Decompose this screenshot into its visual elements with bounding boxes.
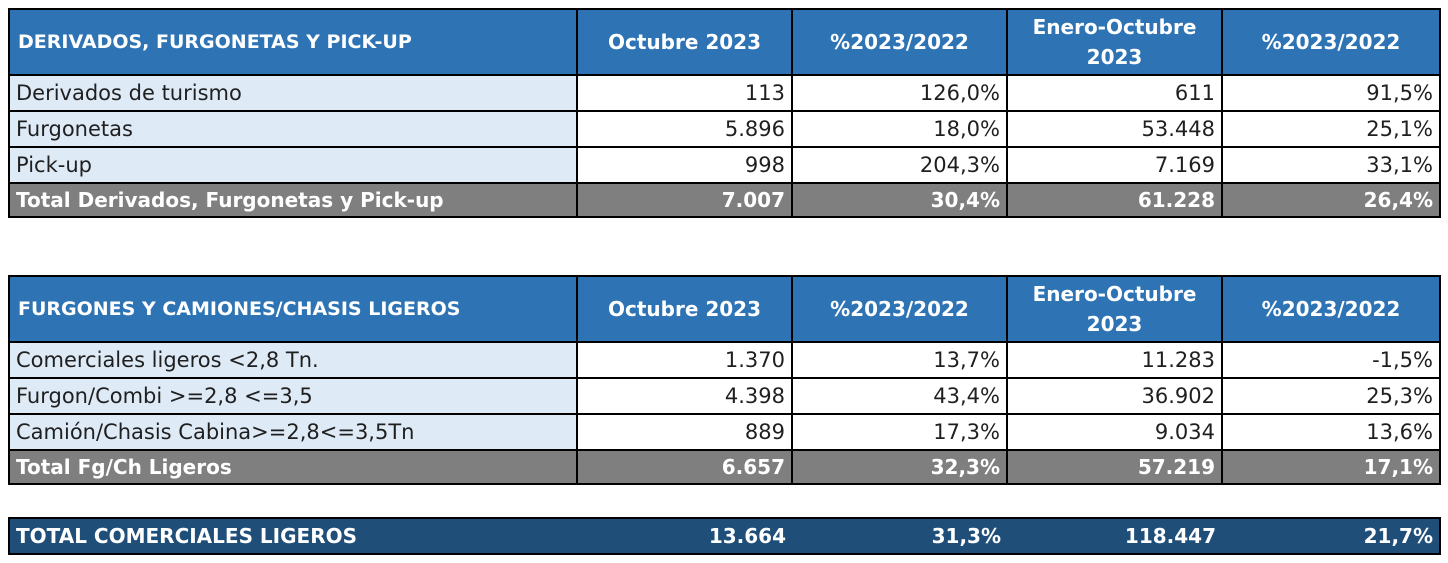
row-pct-october: 18,0% (791, 110, 1008, 148)
row-ytd: 53.448 (1006, 110, 1223, 148)
grand-total-row: TOTAL COMERCIALES LIGEROS 13.664 31,3% 1… (9, 518, 1440, 554)
header-october: Octubre 2023 (576, 275, 793, 343)
grand-total-ytd: 118.447 (1007, 518, 1222, 554)
row-label: Comerciales ligeros <2,8 Tn. (8, 341, 578, 379)
row-label: Camión/Chasis Cabina>=2,8<=3,5Tn (8, 413, 578, 451)
header-ytd: Enero-Octubre 2023 (1006, 275, 1223, 343)
grand-total-october: 13.664 (577, 518, 792, 554)
header-pct-october: %2023/2022 (791, 8, 1008, 76)
derivados-table: DERIVADOS, FURGONETAS Y PICK-UP Octubre … (8, 8, 1441, 218)
row-october: 998 (576, 146, 793, 184)
table-row: Comerciales ligeros <2,8 Tn. 1.370 13,7%… (8, 341, 1441, 379)
header-ytd: Enero-Octubre 2023 (1006, 8, 1223, 76)
total-label: Total Derivados, Furgonetas y Pick-up (8, 182, 578, 218)
table-row: Pick-up 998 204,3% 7.169 33,1% (8, 146, 1441, 184)
row-october: 889 (576, 413, 793, 451)
row-october: 4.398 (576, 377, 793, 415)
row-ytd: 9.034 (1006, 413, 1223, 451)
table-row: Derivados de turismo 113 126,0% 611 91,5… (8, 74, 1441, 112)
total-row: Total Derivados, Furgonetas y Pick-up 7.… (8, 182, 1441, 218)
header-october: Octubre 2023 (576, 8, 793, 76)
grand-total-pct-ytd: 21,7% (1222, 518, 1440, 554)
row-pct-ytd: 25,1% (1221, 110, 1441, 148)
total-ytd: 61.228 (1006, 182, 1223, 218)
row-ytd: 611 (1006, 74, 1223, 112)
row-pct-october: 204,3% (791, 146, 1008, 184)
grand-total-label: TOTAL COMERCIALES LIGEROS (9, 518, 577, 554)
header-pct-ytd: %2023/2022 (1221, 275, 1441, 343)
row-ytd: 11.283 (1006, 341, 1223, 379)
total-pct-ytd: 26,4% (1221, 182, 1441, 218)
header-pct-october: %2023/2022 (791, 275, 1008, 343)
row-pct-ytd: 91,5% (1221, 74, 1441, 112)
total-pct-october: 30,4% (791, 182, 1008, 218)
table-header-row: FURGONES Y CAMIONES/CHASIS LIGEROS Octub… (8, 275, 1441, 343)
total-october: 6.657 (576, 449, 793, 485)
row-pct-october: 17,3% (791, 413, 1008, 451)
section-title: FURGONES Y CAMIONES/CHASIS LIGEROS (8, 275, 578, 343)
row-pct-october: 13,7% (791, 341, 1008, 379)
row-ytd: 7.169 (1006, 146, 1223, 184)
row-pct-ytd: 25,3% (1221, 377, 1441, 415)
row-pct-october: 43,4% (791, 377, 1008, 415)
row-label: Furgonetas (8, 110, 578, 148)
row-pct-october: 126,0% (791, 74, 1008, 112)
grand-total-pct-october: 31,3% (792, 518, 1007, 554)
table-row: Camión/Chasis Cabina>=2,8<=3,5Tn 889 17,… (8, 413, 1441, 451)
total-label: Total Fg/Ch Ligeros (8, 449, 578, 485)
table-row: Furgonetas 5.896 18,0% 53.448 25,1% (8, 110, 1441, 148)
total-ytd: 57.219 (1006, 449, 1223, 485)
grand-total-table: TOTAL COMERCIALES LIGEROS 13.664 31,3% 1… (8, 517, 1441, 555)
table-row: Furgon/Combi >=2,8 <=3,5 4.398 43,4% 36.… (8, 377, 1441, 415)
header-pct-ytd: %2023/2022 (1221, 8, 1441, 76)
row-label: Furgon/Combi >=2,8 <=3,5 (8, 377, 578, 415)
total-pct-october: 32,3% (791, 449, 1008, 485)
total-row: Total Fg/Ch Ligeros 6.657 32,3% 57.219 1… (8, 449, 1441, 485)
row-october: 1.370 (576, 341, 793, 379)
row-pct-ytd: -1,5% (1221, 341, 1441, 379)
row-ytd: 36.902 (1006, 377, 1223, 415)
row-pct-ytd: 13,6% (1221, 413, 1441, 451)
row-label: Derivados de turismo (8, 74, 578, 112)
section-title: DERIVADOS, FURGONETAS Y PICK-UP (8, 8, 578, 76)
row-pct-ytd: 33,1% (1221, 146, 1441, 184)
row-october: 5.896 (576, 110, 793, 148)
row-label: Pick-up (8, 146, 578, 184)
total-october: 7.007 (576, 182, 793, 218)
total-pct-ytd: 17,1% (1221, 449, 1441, 485)
furgones-table: FURGONES Y CAMIONES/CHASIS LIGEROS Octub… (8, 275, 1441, 485)
row-october: 113 (576, 74, 793, 112)
table-header-row: DERIVADOS, FURGONETAS Y PICK-UP Octubre … (8, 8, 1441, 76)
